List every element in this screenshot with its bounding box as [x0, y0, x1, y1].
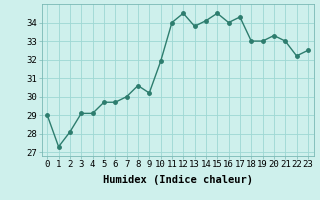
- X-axis label: Humidex (Indice chaleur): Humidex (Indice chaleur): [103, 175, 252, 185]
